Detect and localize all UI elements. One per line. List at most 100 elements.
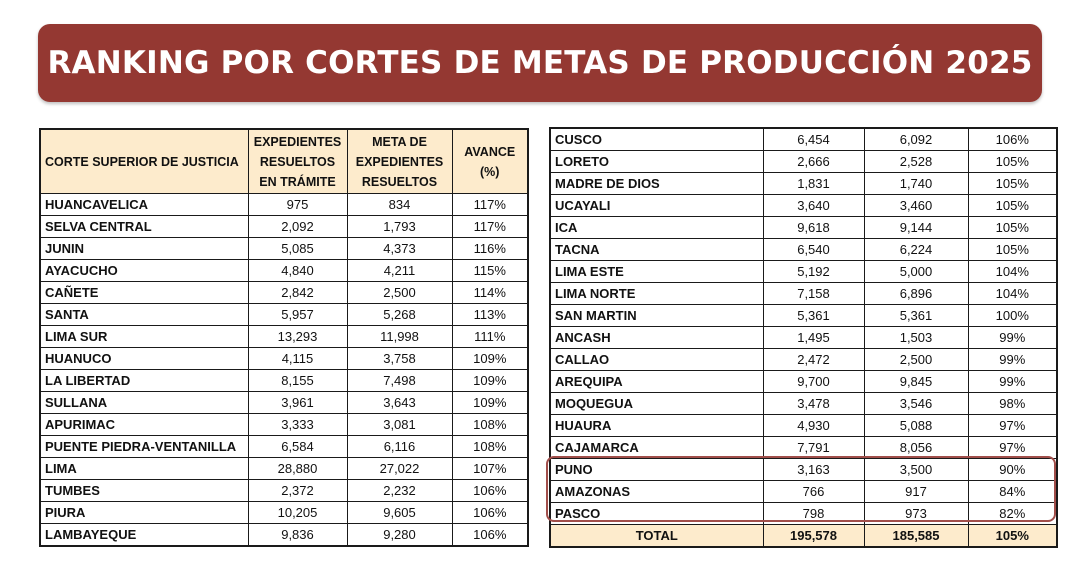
avance-value: 106% bbox=[451, 479, 529, 502]
page-title: RANKING POR CORTES DE METAS DE PRODUCCIÓ… bbox=[47, 45, 1033, 81]
meta-value: 8,056 bbox=[863, 436, 969, 459]
corte-name: LIMA NORTE bbox=[549, 282, 764, 305]
avance-value: 99% bbox=[967, 370, 1058, 393]
avance-value: 114% bbox=[451, 281, 529, 304]
table-row: SAN MARTIN 5,361 5,361 100% bbox=[549, 304, 1058, 327]
meta-value: 2,528 bbox=[863, 150, 969, 173]
table-row: SANTA 5,957 5,268 113% bbox=[39, 303, 529, 326]
resueltos-value: 3,961 bbox=[247, 391, 348, 414]
resueltos-value: 4,115 bbox=[247, 347, 348, 370]
table-row: LIMA NORTE 7,158 6,896 104% bbox=[549, 282, 1058, 305]
total-row: TOTAL 195,578 185,585 105% bbox=[549, 524, 1058, 548]
table-row: AMAZONAS 766 917 84% bbox=[549, 480, 1058, 503]
corte-name: SANTA bbox=[39, 303, 249, 326]
resueltos-value: 28,880 bbox=[247, 457, 348, 480]
header-row: CORTE SUPERIOR DE JUSTICIA EXPEDIENTES R… bbox=[39, 128, 529, 194]
avance-value: 105% bbox=[967, 150, 1058, 173]
avance-value: 116% bbox=[451, 237, 529, 260]
resueltos-value: 798 bbox=[762, 502, 865, 525]
avance-value: 98% bbox=[967, 392, 1058, 415]
resueltos-value: 6,454 bbox=[762, 127, 865, 151]
resueltos-value: 1,831 bbox=[762, 172, 865, 195]
header-resueltos-line3: EN TRÁMITE bbox=[259, 174, 336, 189]
corte-name: ICA bbox=[549, 216, 764, 239]
meta-value: 9,845 bbox=[863, 370, 969, 393]
corte-name: CAÑETE bbox=[39, 281, 249, 304]
avance-value: 105% bbox=[967, 216, 1058, 239]
avance-value: 111% bbox=[451, 325, 529, 348]
corte-name: MADRE DE DIOS bbox=[549, 172, 764, 195]
resueltos-value: 5,192 bbox=[762, 260, 865, 283]
corte-name: PASCO bbox=[549, 502, 764, 525]
table-row: HUAURA 4,930 5,088 97% bbox=[549, 414, 1058, 437]
header-resueltos: EXPEDIENTES RESUELTOS EN TRÁMITE bbox=[247, 128, 348, 194]
meta-value: 2,500 bbox=[863, 348, 969, 371]
corte-name: UCAYALI bbox=[549, 194, 764, 217]
meta-value: 1,740 bbox=[863, 172, 969, 195]
meta-value: 834 bbox=[346, 193, 453, 216]
total-avance: 105% bbox=[967, 524, 1058, 548]
meta-value: 2,500 bbox=[346, 281, 453, 304]
meta-value: 9,605 bbox=[346, 501, 453, 524]
avance-value: 108% bbox=[451, 435, 529, 458]
resueltos-value: 7,158 bbox=[762, 282, 865, 305]
total-label: TOTAL bbox=[549, 524, 764, 548]
header-avance-line2: (%) bbox=[480, 164, 500, 179]
table-row: CALLAO 2,472 2,500 99% bbox=[549, 348, 1058, 371]
table-row: PUNO 3,163 3,500 90% bbox=[549, 458, 1058, 481]
corte-name: HUANCAVELICA bbox=[39, 193, 249, 216]
corte-name: PUENTE PIEDRA-VENTANILLA bbox=[39, 435, 249, 458]
meta-value: 6,224 bbox=[863, 238, 969, 261]
resueltos-value: 5,957 bbox=[247, 303, 348, 326]
meta-value: 9,280 bbox=[346, 523, 453, 547]
header-meta-line1: META DE bbox=[372, 134, 427, 149]
avance-value: 109% bbox=[451, 391, 529, 414]
table-row: LIMA SUR 13,293 11,998 111% bbox=[39, 325, 529, 348]
meta-value: 4,373 bbox=[346, 237, 453, 260]
resueltos-value: 4,930 bbox=[762, 414, 865, 437]
meta-value: 5,000 bbox=[863, 260, 969, 283]
corte-name: LIMA ESTE bbox=[549, 260, 764, 283]
meta-value: 973 bbox=[863, 502, 969, 525]
resueltos-value: 2,372 bbox=[247, 479, 348, 502]
corte-name: CUSCO bbox=[549, 127, 764, 151]
avance-value: 105% bbox=[967, 238, 1058, 261]
header-resueltos-line1: EXPEDIENTES bbox=[253, 134, 342, 149]
meta-value: 9,144 bbox=[863, 216, 969, 239]
corte-name: MOQUEGUA bbox=[549, 392, 764, 415]
avance-value: 104% bbox=[967, 282, 1058, 305]
corte-name: HUAURA bbox=[549, 414, 764, 437]
corte-name: CALLAO bbox=[549, 348, 764, 371]
meta-value: 1,793 bbox=[346, 215, 453, 238]
avance-value: 106% bbox=[967, 127, 1058, 151]
meta-value: 3,758 bbox=[346, 347, 453, 370]
corte-name: LIMA SUR bbox=[39, 325, 249, 348]
meta-value: 27,022 bbox=[346, 457, 453, 480]
table-row: LORETO 2,666 2,528 105% bbox=[549, 150, 1058, 173]
table-row: MOQUEGUA 3,478 3,546 98% bbox=[549, 392, 1058, 415]
table-row: ANCASH 1,495 1,503 99% bbox=[549, 326, 1058, 349]
corte-name: SULLANA bbox=[39, 391, 249, 414]
avance-value: 107% bbox=[451, 457, 529, 480]
table-row: CAÑETE 2,842 2,500 114% bbox=[39, 281, 529, 304]
table-row: UCAYALI 3,640 3,460 105% bbox=[549, 194, 1058, 217]
header-meta-line3: RESUELTOS bbox=[361, 174, 438, 189]
resueltos-value: 6,540 bbox=[762, 238, 865, 261]
avance-value: 108% bbox=[451, 413, 529, 436]
avance-value: 104% bbox=[967, 260, 1058, 283]
resueltos-value: 6,584 bbox=[247, 435, 348, 458]
meta-value: 3,460 bbox=[863, 194, 969, 217]
avance-value: 106% bbox=[451, 501, 529, 524]
resueltos-value: 3,163 bbox=[762, 458, 865, 481]
resueltos-value: 9,836 bbox=[247, 523, 348, 547]
table-row: TACNA 6,540 6,224 105% bbox=[549, 238, 1058, 261]
corte-name: SAN MARTIN bbox=[549, 304, 764, 327]
resueltos-value: 975 bbox=[247, 193, 348, 216]
meta-value: 917 bbox=[863, 480, 969, 503]
resueltos-value: 2,092 bbox=[247, 215, 348, 238]
corte-name: APURIMAC bbox=[39, 413, 249, 436]
resueltos-value: 10,205 bbox=[247, 501, 348, 524]
resueltos-value: 2,842 bbox=[247, 281, 348, 304]
corte-name: LIMA bbox=[39, 457, 249, 480]
table-row: PIURA 10,205 9,605 106% bbox=[39, 501, 529, 524]
